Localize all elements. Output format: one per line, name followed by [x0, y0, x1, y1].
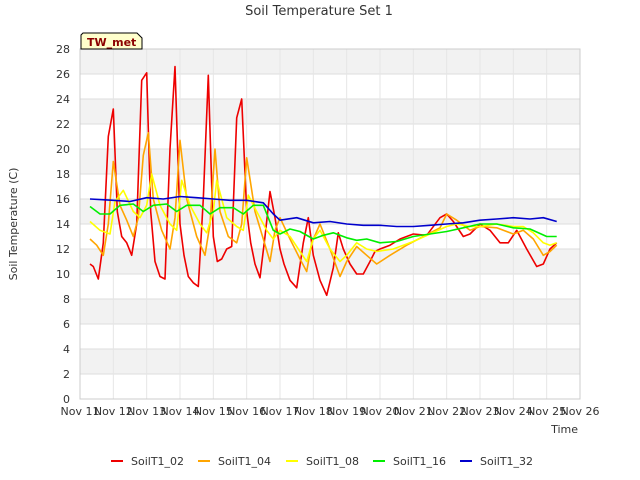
y-tick-label: 22: [56, 118, 70, 131]
series-lines: [89, 65, 558, 297]
y-tick-label: 26: [56, 68, 70, 81]
y-tick-label: 12: [56, 243, 70, 256]
x-tick-label: Nov 15: [194, 405, 233, 418]
x-tick-label: Nov 24: [494, 405, 533, 418]
legend-label-SoilT1_08: SoilT1_08: [306, 455, 359, 468]
plot-area-frame: [79, 48, 581, 400]
series-line-SoilT1_16: [89, 203, 557, 244]
series-line-SoilT1_08: [89, 173, 557, 263]
series-line-SoilT1_32: [89, 195, 557, 228]
legend-label-SoilT1_02: SoilT1_02: [131, 455, 184, 468]
x-tick-label: Nov 25: [527, 405, 566, 418]
x-tick-label: Nov 26: [561, 405, 600, 418]
station-badge: TW_met: [80, 32, 143, 50]
x-tick-label: Nov 20: [361, 405, 400, 418]
y-tick-label: 6: [63, 318, 70, 331]
legend-label-SoilT1_04: SoilT1_04: [218, 455, 271, 468]
x-tick-label: Nov 17: [261, 405, 300, 418]
y-tick-label: 10: [56, 268, 70, 281]
plot-band: [80, 99, 580, 124]
x-tick-label: Nov 12: [94, 405, 133, 418]
plot-band: [80, 149, 580, 174]
chart-title: Soil Temperature Set 1: [245, 4, 393, 19]
plot-band: [80, 349, 580, 374]
plot-band: [80, 49, 580, 74]
y-axis-label: Soil Temperature (C): [7, 168, 20, 281]
y-tick-label: 14: [56, 218, 70, 231]
x-tick-label: Nov 14: [161, 405, 200, 418]
station-badge-label: TW_met: [87, 36, 136, 49]
legend: SoilT1_02 SoilT1_04 SoilT1_08 SoilT1_16 Soil…: [111, 455, 533, 468]
y-tick-label: 20: [56, 143, 70, 156]
y-tick-label: 2: [63, 368, 70, 381]
y-tick-label: 24: [56, 93, 70, 106]
series-line-SoilT1_02: [89, 65, 558, 297]
x-axis-label: Time: [550, 423, 578, 436]
x-tick-label: Nov 18: [294, 405, 333, 418]
y-tick-label: 28: [56, 43, 70, 56]
x-tick-label: Nov 19: [327, 405, 366, 418]
x-tick-label: Nov 13: [127, 405, 166, 418]
x-tick-label: Nov 11: [61, 405, 100, 418]
x-tick-label: Nov 21: [394, 405, 433, 418]
series-line-SoilT1_04: [89, 132, 558, 278]
y-tick-label: 4: [63, 343, 70, 356]
legend-label-SoilT1_32: SoilT1_32: [480, 455, 533, 468]
plot-band: [80, 249, 580, 274]
x-tick-label: Nov 22: [427, 405, 466, 418]
y-tick-label: 0: [63, 393, 70, 406]
x-tick-label: Nov 16: [227, 405, 266, 418]
legend-label-SoilT1_16: SoilT1_16: [393, 455, 446, 468]
plot-band: [80, 299, 580, 324]
y-tick-label: 8: [63, 293, 70, 306]
x-tick-label: Nov 23: [461, 405, 500, 418]
y-tick-label: 18: [56, 168, 70, 181]
station-badge-box: [80, 32, 143, 50]
y-tick-label: 16: [56, 193, 70, 206]
